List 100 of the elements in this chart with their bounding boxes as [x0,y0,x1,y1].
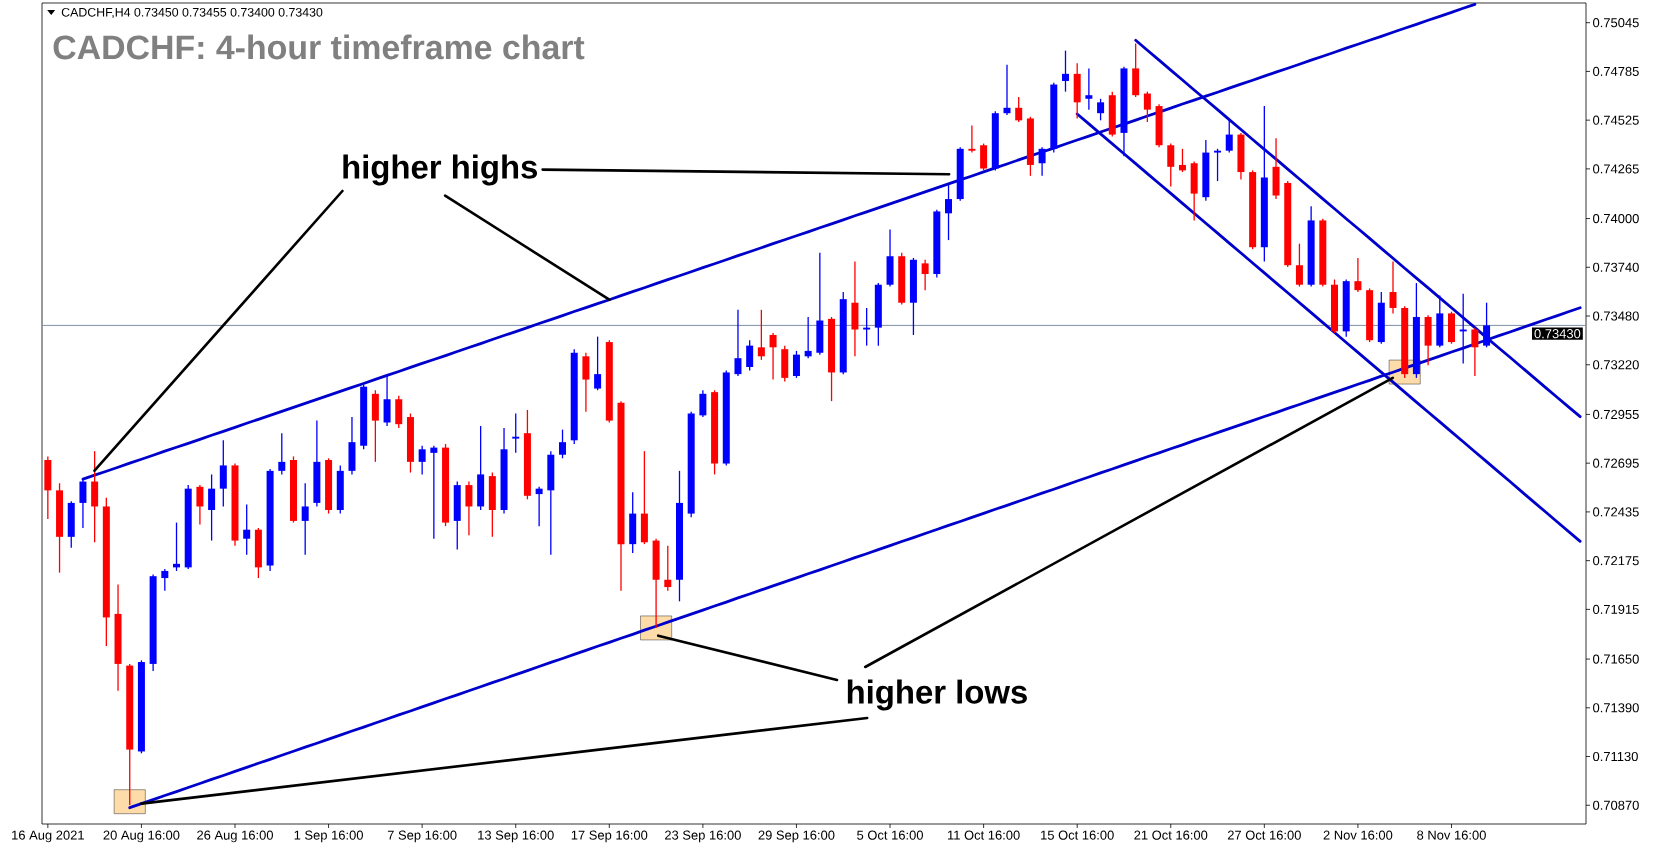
candlestick [1178,148,1186,173]
y-tick-label: 0.71650 [1593,654,1639,664]
y-tick-label: 0.72955 [1593,409,1639,420]
candlestick [289,455,297,524]
candlestick [687,411,695,518]
y-tick-label: 0.73740 [1593,262,1639,272]
candlestick [1401,305,1409,379]
candlestick [757,309,765,361]
candlestick [1249,169,1257,250]
candlestick [722,369,730,467]
candlestick [1132,42,1140,98]
y-tick-label: 0.74265 [1593,164,1639,174]
candlestick [1436,294,1444,348]
y-tick-label: 0.74000 [1593,213,1639,224]
candlestick [1202,139,1210,202]
candlestick [383,373,391,427]
x-tick-label: 15 Oct 16:00 [1041,830,1114,840]
candlestick [781,344,789,383]
candlestick [44,455,52,520]
candlestick [945,183,953,241]
candlestick [336,464,344,515]
candlestick [56,482,64,574]
candlestick [1331,278,1339,334]
annotation: higher highs [343,154,538,186]
candlestick [219,439,227,508]
candlestick [430,445,438,540]
candlestick [582,352,590,413]
candlestick [711,389,719,476]
annotation: higher lows [847,679,1027,711]
candlestick [769,332,777,381]
y-tick-label: 0.71130 [1593,751,1638,762]
candlestick [254,527,262,579]
candlestick [675,470,683,602]
candlestick [1073,62,1081,120]
candlestick [266,468,274,572]
candlestick [231,462,239,547]
candlestick [149,573,157,672]
candlestick [652,538,660,629]
candlestick [559,428,567,459]
candlestick [1366,287,1374,343]
candlestick [909,257,917,336]
candlestick [828,316,836,402]
candlestick [1167,142,1175,188]
candlestick [570,348,578,445]
candlestick [617,400,625,592]
candlestick [1342,278,1350,338]
candlestick [1050,82,1058,154]
candlestick [1085,67,1093,111]
candlestick [1354,257,1362,293]
candlestick [1295,243,1303,288]
candlestick [512,412,520,454]
candlestick [1225,117,1233,154]
candlestick [933,209,941,279]
candlestick [243,503,251,556]
candlestick [851,260,859,357]
candlestick [1214,148,1222,182]
candlestick [1108,91,1116,138]
candlestick [1155,103,1163,148]
candlestick [1272,137,1280,200]
x-tick-label: 2 Nov 16:00 [1323,830,1393,840]
candlestick [1389,260,1397,315]
candlestick [886,228,894,288]
candlestick [371,389,379,463]
candlestick [1038,146,1046,177]
candlestick [921,259,929,291]
candlestick [395,395,403,429]
candlestick [114,583,122,692]
x-tick-label: 1 Sep 16:00 [294,830,363,843]
candlestick [746,339,754,372]
y-tick-label: 0.74525 [1593,115,1639,125]
candlestick [734,309,742,377]
candlestick [278,432,286,476]
candlestick [418,445,426,476]
candlestick [1447,311,1455,345]
candlestick [1097,98,1105,121]
candlestick [1483,302,1491,348]
y-tick-label: 0.75045 [1593,18,1639,28]
candlestick [664,545,672,592]
candlestick [1319,218,1327,288]
candlestick [208,473,216,542]
candlestick [1307,205,1315,288]
candlestick [360,384,368,450]
x-tick-label: 16 Aug 2021 [12,830,84,843]
candlestick [605,339,613,424]
x-tick-label: 26 Aug 16:00 [197,830,274,843]
candlestick [442,443,450,527]
text: CADCHF: 4-hour timeframe chart [53,34,585,60]
candlestick [1061,49,1069,93]
candlestick [1284,180,1292,268]
candlestick [488,471,496,538]
candlestick [325,457,333,515]
annotation: CADCHF,H4 0.73450 0.73455 0.73400 0.73430 [61,7,323,19]
candlestick [1260,105,1268,263]
candlestick [453,480,461,551]
y-tick-label: 0.71390 [1593,703,1639,713]
candlestick [1471,326,1479,377]
candlestick [1377,291,1385,345]
x-tick-label: 20 Aug 16:00 [103,830,180,843]
candlestick [465,480,473,536]
candlestick [67,500,75,549]
